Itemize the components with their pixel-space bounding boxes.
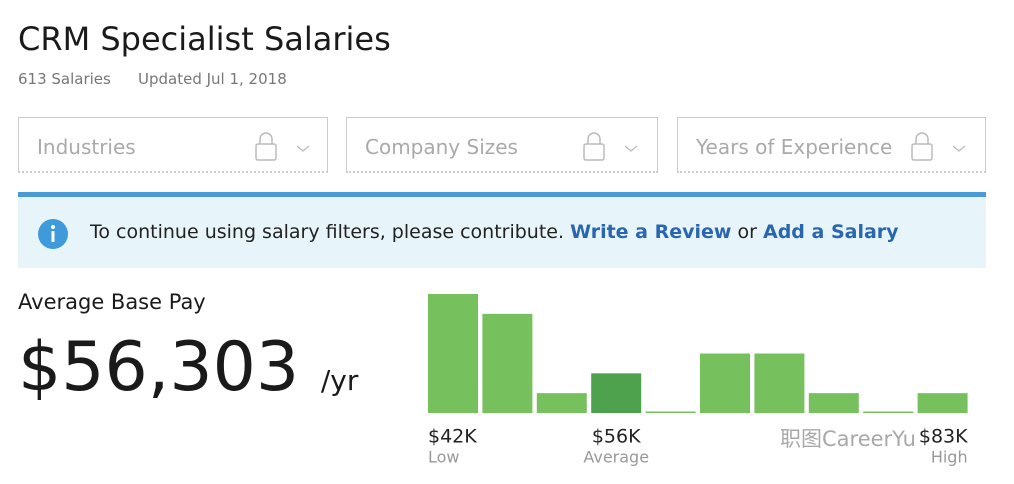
x-tick-label: $83K xyxy=(919,426,968,448)
bar xyxy=(428,294,478,413)
salary-count: 613 Salaries xyxy=(18,70,111,88)
updated-date: Updated Jul 1, 2018 xyxy=(138,70,287,88)
x-tick-label: $42K xyxy=(428,426,477,448)
bar xyxy=(754,353,805,413)
lock-icon xyxy=(583,132,638,161)
contribute-banner: To continue using salary filters, please… xyxy=(18,192,986,268)
x-tick-label: $56K xyxy=(592,426,641,448)
lock-icon xyxy=(911,132,966,161)
write-review-link[interactable]: Write a Review xyxy=(570,221,732,243)
x-tick-caption: High xyxy=(931,448,968,467)
x-tick-caption: Average xyxy=(583,448,649,467)
add-salary-link[interactable]: Add a Salary xyxy=(763,221,899,243)
filter-dropdown[interactable]: Years of Experience xyxy=(677,117,986,173)
bar xyxy=(482,313,533,413)
filter-label: Years of Experience xyxy=(696,135,893,159)
filter-label: Industries xyxy=(37,135,136,159)
page-title: CRM Specialist Salaries xyxy=(18,20,391,58)
info-icon xyxy=(38,219,68,249)
pay-label: Average Base Pay xyxy=(18,290,206,314)
bar xyxy=(536,393,587,413)
banner-text: To continue using salary filters, please… xyxy=(90,221,565,243)
watermark: 职图CareerYu xyxy=(780,427,916,451)
filter-dropdown[interactable]: Company Sizes xyxy=(346,117,658,173)
x-tick-caption: Low xyxy=(428,448,460,467)
bar xyxy=(808,393,859,413)
filter-dropdown[interactable]: Industries xyxy=(18,117,328,173)
banner-message: To continue using salary filters, please… xyxy=(90,221,899,243)
pay-amount: $56,303 xyxy=(18,328,300,407)
banner-or: or xyxy=(737,221,757,243)
bar xyxy=(591,373,642,413)
filter-label: Company Sizes xyxy=(365,135,518,159)
pay-unit: /yr xyxy=(320,364,359,397)
bar xyxy=(700,353,750,413)
bar xyxy=(645,411,696,413)
bar xyxy=(863,411,914,413)
pay-amount-row: $56,303 /yr xyxy=(18,328,358,407)
bar xyxy=(917,393,968,413)
lock-icon xyxy=(255,132,310,161)
